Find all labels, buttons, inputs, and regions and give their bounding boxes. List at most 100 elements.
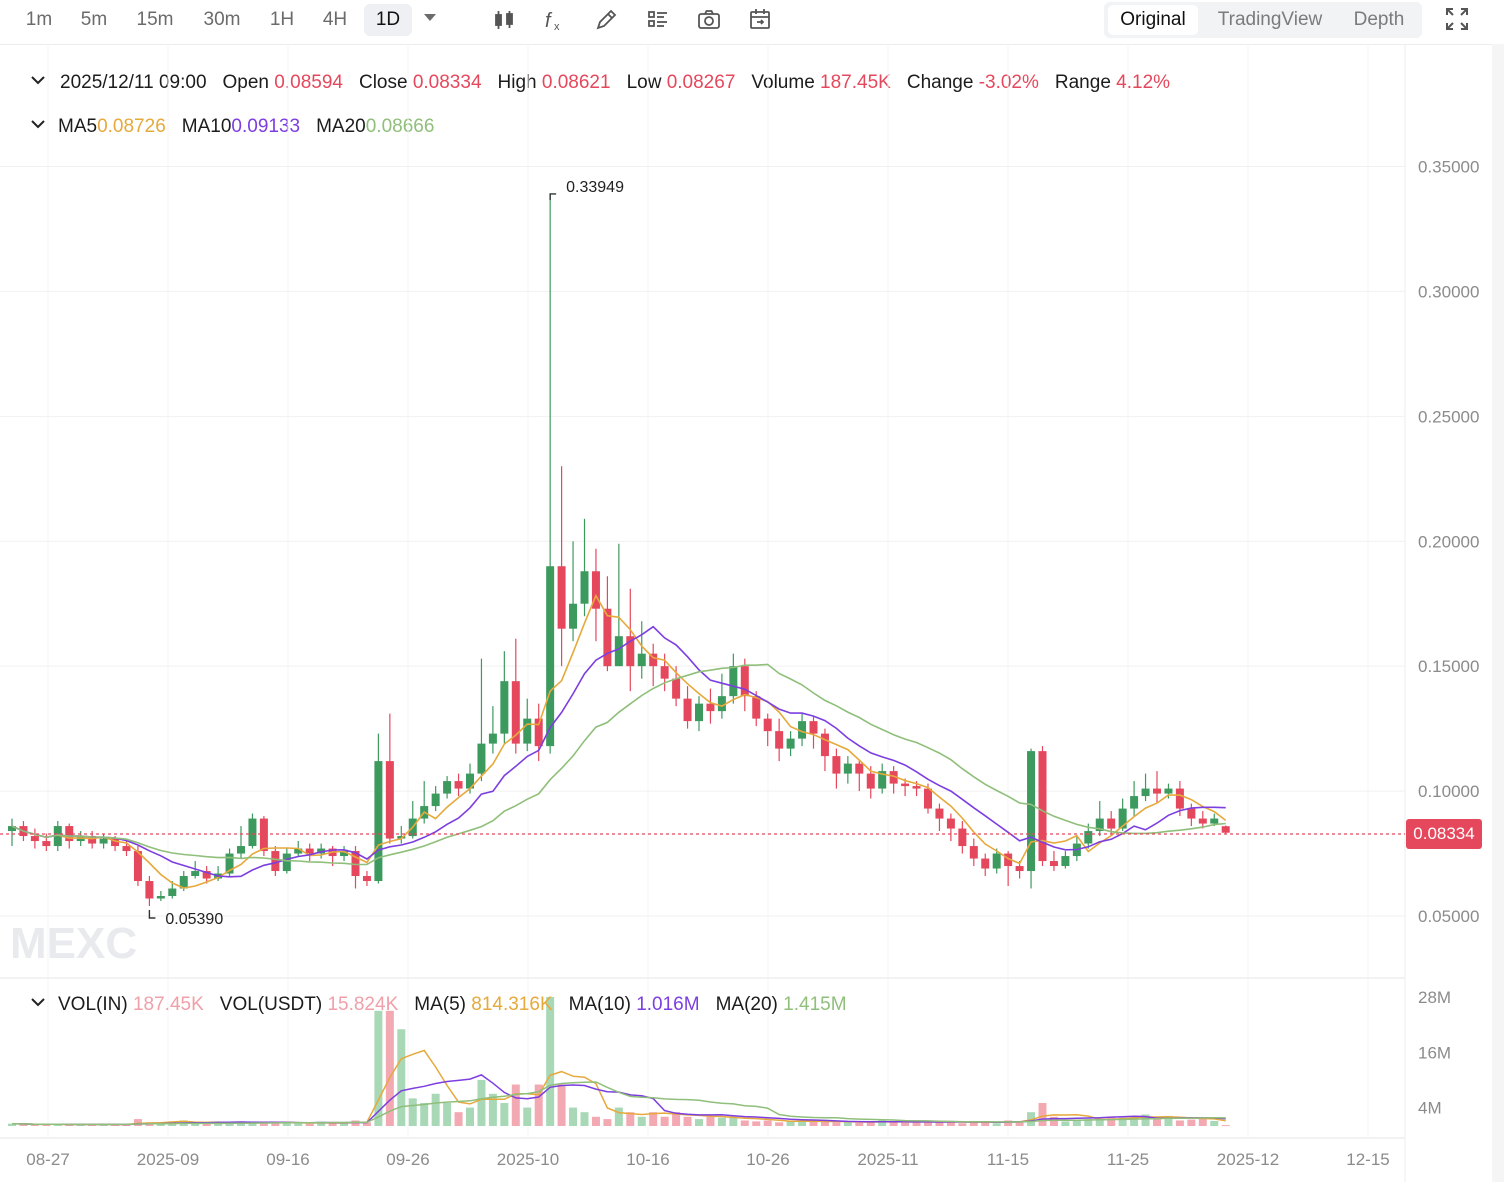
candle-body [958, 828, 967, 847]
timeframe-5m[interactable]: 5m [80, 9, 108, 30]
volume-bar [328, 1123, 337, 1126]
volume-bar [466, 1107, 474, 1126]
low-marker-label: 0.05390 [165, 911, 223, 928]
volume-bar [569, 1107, 578, 1126]
timeframe-1h[interactable]: 1H [269, 9, 295, 30]
candle-body [580, 571, 589, 604]
timeframe-dropdown-icon[interactable] [424, 14, 436, 21]
open-value: 0.08594 [274, 72, 343, 93]
volume-bar [477, 1079, 486, 1126]
timeframe-15m[interactable]: 15m [136, 9, 174, 30]
candle-body [133, 851, 142, 882]
low-value: 0.08267 [666, 72, 736, 93]
time-axis-tick: 11-15 [987, 1150, 1029, 1169]
volume-ma20-line [11, 1081, 1226, 1126]
volume-bar [786, 1121, 795, 1126]
timeframe-30m[interactable]: 30m [203, 9, 241, 30]
volume-bar [809, 1121, 818, 1126]
volume-bar [740, 1120, 749, 1126]
vol-ma5-label: MA(5) [414, 994, 466, 1015]
candle-body [340, 851, 349, 857]
volume-bar [614, 1107, 623, 1126]
current-price-badge: 0.08334 [1406, 819, 1482, 849]
fullscreen-icon[interactable] [1444, 6, 1470, 32]
candlestick-type-icon[interactable] [490, 6, 518, 34]
candle-body [122, 846, 131, 852]
candle-body [695, 703, 703, 722]
collapse-chevron-icon[interactable] [30, 116, 46, 132]
volume-bar [901, 1122, 910, 1126]
candle-body [282, 853, 291, 872]
volume-bar [1095, 1119, 1104, 1126]
time-axis-tick: 10-26 [746, 1150, 789, 1169]
volume-bar [511, 1084, 520, 1126]
view-tradingview-tab[interactable]: TradingView [1217, 9, 1323, 30]
vol-ma10-label: MA(10) [568, 994, 631, 1015]
candle-body [511, 681, 520, 744]
candle-body [65, 826, 74, 842]
candle-body [1175, 788, 1184, 809]
volume-bar [935, 1122, 944, 1126]
candle-body [225, 853, 234, 874]
candle-body [775, 731, 784, 749]
volume-axis-tick: 28M [1418, 988, 1451, 1007]
candle-body [145, 881, 154, 899]
timeframe-4h[interactable]: 4H [322, 9, 348, 30]
volume-bar [443, 1102, 452, 1126]
vol-ma10-value: 1.016M [636, 994, 700, 1015]
high-label: High [497, 72, 537, 93]
candle-body [912, 786, 921, 789]
candle-body [1198, 818, 1207, 824]
candle-body [454, 781, 463, 789]
volume-bar [695, 1119, 703, 1126]
candle-body [351, 851, 360, 877]
open-label: Open [222, 72, 269, 93]
collapse-chevron-icon[interactable] [30, 994, 46, 1010]
volume-bar [294, 1122, 303, 1126]
candle-body [237, 846, 245, 854]
volume-bar [1175, 1120, 1184, 1126]
candle-body [672, 678, 681, 699]
time-axis-tick: 2025-11 [857, 1150, 918, 1169]
calendar-jump-icon[interactable] [746, 6, 774, 34]
volume-bar [889, 1121, 898, 1126]
timeframe-1m[interactable]: 1m [25, 9, 53, 30]
ma20-label: MA20 [316, 116, 366, 137]
collapse-chevron-icon[interactable] [30, 72, 46, 88]
timeframe-1d[interactable]: 1D [364, 4, 412, 36]
candle-body [740, 666, 749, 697]
candle-body [1107, 818, 1116, 829]
candle-body [569, 603, 578, 629]
volume-bar [992, 1123, 1001, 1126]
view-original-tab[interactable]: Original [1108, 5, 1198, 35]
candle-body [946, 818, 955, 829]
camera-icon[interactable] [695, 6, 723, 34]
candle-body [1210, 818, 1219, 824]
time-axis-tick: 10-16 [626, 1150, 669, 1169]
time-axis-tick: 08-27 [26, 1150, 69, 1169]
view-depth-tab[interactable]: Depth [1353, 9, 1405, 30]
candle-body [30, 836, 39, 842]
volume-bar [1049, 1116, 1058, 1126]
high-marker-arrow-icon [549, 193, 557, 200]
candle-body [546, 566, 555, 747]
candle-body [1130, 796, 1139, 809]
high-marker-label: 0.33949 [566, 179, 624, 196]
volume-bar [672, 1112, 681, 1126]
candle-body [42, 841, 51, 847]
volume-axis-tick: 16M [1418, 1043, 1451, 1062]
draw-pencil-icon[interactable] [592, 6, 620, 34]
volume-label: Volume [751, 72, 815, 93]
volume-bar [912, 1121, 921, 1126]
vol-ma20-label: MA(20) [715, 994, 778, 1015]
volume-bar [225, 1123, 234, 1126]
volume-bar [717, 1117, 726, 1126]
ma10-value: 0.09133 [231, 116, 301, 137]
settings-list-icon[interactable] [644, 6, 672, 34]
volume-bar [603, 1119, 612, 1126]
price-axis-scroll-strip[interactable] [1492, 44, 1504, 1182]
volume-bar [546, 997, 555, 1126]
volume-bar [981, 1121, 990, 1126]
